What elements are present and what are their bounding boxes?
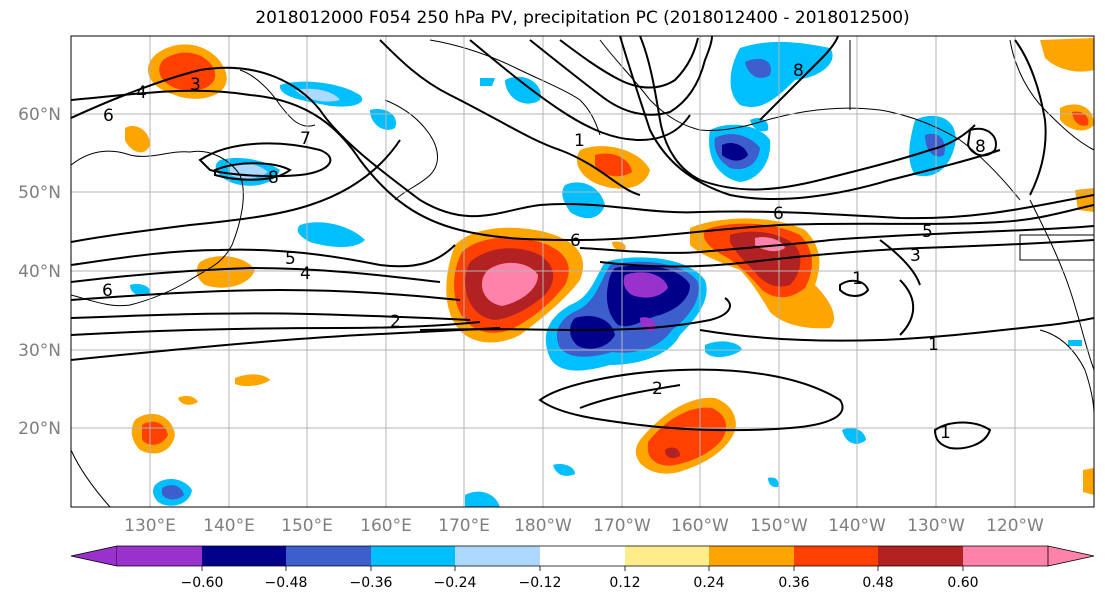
lon-label: 180°W <box>514 516 572 536</box>
lon-label: 160°E <box>360 516 412 536</box>
contour-label: 5 <box>922 222 933 242</box>
graticule <box>71 36 1094 507</box>
colorbar-tick-label: 0.24 <box>693 575 724 591</box>
colorbar-segment <box>540 546 625 566</box>
colorbar-segment <box>455 546 540 566</box>
colorbar-tick-label: −0.24 <box>434 575 477 591</box>
colorbar-tick-label: −0.60 <box>181 575 224 591</box>
contour-label: 4 <box>136 83 147 103</box>
lon-label: 170°W <box>593 516 651 536</box>
contour-label: 1 <box>574 131 585 151</box>
colorbar-tick-label: 0.36 <box>778 575 809 591</box>
lon-label: 130°E <box>124 516 176 536</box>
contour-label: 2 <box>390 312 401 332</box>
contour-label: 6 <box>773 204 784 224</box>
lat-label: 30°N <box>18 341 61 361</box>
contour-label: 8 <box>975 137 986 157</box>
colorbar: −0.60 −0.48 −0.36 −0.24 −0.12 0.12 0.24 … <box>70 545 1095 591</box>
map-title: 2018012000 F054 250 hPa PV, precipitatio… <box>255 8 910 28</box>
colorbar-segment <box>286 546 371 566</box>
map-frame <box>70 35 1095 508</box>
contour-label: 6 <box>103 106 114 126</box>
contour-label: 8 <box>268 168 279 188</box>
colorbar-segment <box>963 546 1048 566</box>
contour-label: 1 <box>852 269 863 289</box>
contour-label: 6 <box>570 231 581 251</box>
colorbar-segment <box>709 546 794 566</box>
lat-label: 50°N <box>18 183 61 203</box>
latitude-labels: 60°N 50°N 40°N 30°N 20°N <box>18 105 61 439</box>
coastlines <box>71 39 1094 507</box>
contour-label: 3 <box>910 246 921 266</box>
lon-label: 150°W <box>750 516 808 536</box>
lat-label: 40°N <box>18 262 61 282</box>
colorbar-tick-label: −0.12 <box>519 575 562 591</box>
colorbar-tick-label: 0.48 <box>862 575 893 591</box>
contour-label: 1 <box>928 335 939 355</box>
colorbar-extend-min <box>70 545 118 567</box>
lon-label: 130°W <box>907 516 965 536</box>
contour-label: 2 <box>652 379 663 399</box>
colorbar-segment <box>371 546 455 566</box>
colorbar-tick-label: 0.12 <box>609 575 640 591</box>
colorbar-segment <box>202 546 286 566</box>
colorbar-segment <box>625 546 709 566</box>
colorbar-tick-label: −0.48 <box>265 575 308 591</box>
lon-label: 140°W <box>828 516 886 536</box>
contour-label: 8 <box>793 61 804 81</box>
lon-label: 150°E <box>281 516 333 536</box>
lon-label: 140°E <box>203 516 255 536</box>
colorbar-extend-max <box>1047 545 1095 567</box>
colorbar-tick-label: −0.36 <box>350 575 393 591</box>
contour-label: 5 <box>285 249 296 269</box>
lat-label: 20°N <box>18 419 61 439</box>
pv-contours <box>71 36 1094 450</box>
pv-contour-labels: 3 4 6 7 8 1 8 8 6 5 3 6 5 4 6 2 1 1 2 1 <box>102 61 986 443</box>
lon-label: 120°W <box>986 516 1044 536</box>
contour-label: 7 <box>300 129 311 149</box>
contour-label: 1 <box>940 423 951 443</box>
lon-label: 170°E <box>438 516 490 536</box>
contour-label: 4 <box>300 264 311 284</box>
contour-label: 6 <box>102 281 113 301</box>
lon-label: 160°W <box>671 516 729 536</box>
colorbar-tick-label: 0.60 <box>947 575 978 591</box>
colorbar-segment <box>117 546 202 566</box>
contour-label: 3 <box>190 75 201 95</box>
lat-label: 60°N <box>18 105 61 125</box>
colorbar-segment <box>878 546 963 566</box>
longitude-labels: 130°E 140°E 150°E 160°E 170°E 180°W 170°… <box>124 516 1044 536</box>
colorbar-segment <box>794 546 878 566</box>
